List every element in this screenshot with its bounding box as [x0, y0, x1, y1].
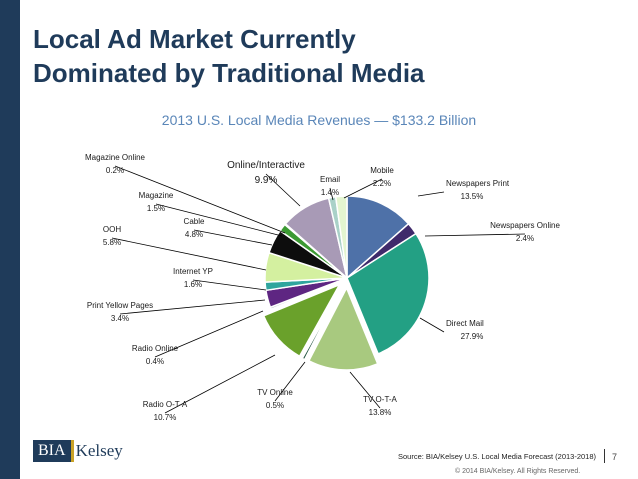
slide-title-line-2: Dominated by Traditional Media	[33, 58, 425, 88]
page-number: 7	[612, 452, 618, 462]
slice-label-name-tv-online: TV Online	[257, 388, 293, 397]
leader-line-internet-yp	[192, 279, 267, 291]
slice-label-value-tv-o-t-a: 13.8%	[369, 408, 392, 417]
leader-line-magazine-online	[114, 165, 286, 234]
slice-label-name-radio-online: Radio Online	[132, 344, 179, 353]
slice-label-value-newspapers-online: 2.4%	[516, 234, 534, 243]
leader-line-print-yellow-pages	[119, 299, 266, 315]
pie-slice-tv-o-t-a	[307, 286, 379, 371]
slice-label-value-tv-online: 0.5%	[266, 401, 284, 410]
slice-label-value-online-interactive: 9.9%	[255, 175, 278, 186]
slice-label-name-online-interactive: Online/Interactive	[227, 160, 305, 171]
bia-kelsey-logo: BIA Kelsey	[33, 440, 123, 462]
leader-line-radio-online	[154, 310, 264, 358]
leader-line-cable	[193, 229, 273, 246]
slice-label-value-radio-o-t-a: 10.7%	[154, 413, 177, 422]
slide-title-line-1: Local Ad Market Currently	[33, 24, 356, 54]
source-note: Source: BIA/Kelsey U.S. Local Media Fore…	[398, 452, 597, 461]
slice-label-name-mobile: Mobile	[370, 166, 394, 175]
left-accent-bar	[0, 0, 20, 479]
pie-slice-direct-mail	[346, 232, 430, 355]
page-number-divider	[604, 449, 605, 463]
slice-label-name-newspapers-print: Newspapers Print	[446, 179, 510, 188]
leader-line-ooh	[111, 237, 267, 271]
pie-slice-mobile	[334, 195, 348, 279]
slice-label-value-mobile: 2.2%	[373, 179, 391, 188]
slice-label-name-magazine: Magazine	[139, 191, 174, 200]
slice-label-value-ooh: 5.8%	[103, 238, 121, 247]
pie-slice-newspapers-print	[346, 195, 410, 280]
slice-label-name-magazine-online: Magazine Online	[85, 153, 146, 162]
slice-label-name-cable: Cable	[184, 217, 205, 226]
leader-line-mobile	[343, 178, 383, 199]
slice-label-name-radio-o-t-a: Radio O-T-A	[143, 400, 188, 409]
copyright-note: © 2014 BIA/Kelsey. All Rights Reserved.	[455, 468, 581, 475]
leader-line-newspapers-online	[424, 233, 526, 237]
slice-label-value-newspapers-print: 13.5%	[461, 192, 484, 201]
slice-label-name-newspapers-online: Newspapers Online	[490, 221, 560, 230]
slice-label-value-email: 1.4%	[321, 188, 339, 197]
slice-label-name-ooh: OOH	[103, 225, 121, 234]
slice-label-value-print-yellow-pages: 3.4%	[111, 314, 129, 323]
chart-title: 2013 U.S. Local Media Revenues — $133.2 …	[161, 112, 477, 128]
slice-label-name-tv-o-t-a: TV O-T-A	[363, 395, 397, 404]
pie-slice-tv-online	[301, 286, 343, 361]
logo-name: Kelsey	[75, 441, 123, 460]
slide-title: Local Ad Market Currently Dominated by T…	[33, 22, 425, 90]
pie-slice-radio-o-t-a	[262, 283, 342, 358]
slice-label-value-cable: 4.8%	[185, 230, 203, 239]
slice-label-value-magazine: 1.5%	[147, 204, 165, 213]
logo-box: BIA	[33, 440, 74, 462]
leader-line-online-interactive	[265, 173, 301, 207]
leader-line-tv-o-t-a	[349, 371, 381, 409]
leader-line-magazine	[155, 203, 283, 237]
slice-label-value-internet-yp: 1.6%	[184, 280, 202, 289]
leader-line-tv-online	[274, 361, 306, 402]
leader-line-radio-o-t-a	[164, 354, 276, 414]
slice-label-value-radio-online: 0.4%	[146, 357, 164, 366]
slice-label-name-direct-mail: Direct Mail	[446, 319, 484, 328]
leader-line-email	[329, 187, 334, 201]
leader-line-direct-mail	[419, 317, 445, 333]
slice-label-name-print-yellow-pages: Print Yellow Pages	[87, 301, 153, 310]
slice-label-value-direct-mail: 27.9%	[461, 332, 484, 341]
slice-label-name-internet-yp: Internet YP	[173, 267, 213, 276]
leader-line-newspapers-print	[417, 191, 445, 197]
slice-label-value-magazine-online: 0.2%	[106, 166, 124, 175]
slice-label-name-email: Email	[320, 175, 340, 184]
